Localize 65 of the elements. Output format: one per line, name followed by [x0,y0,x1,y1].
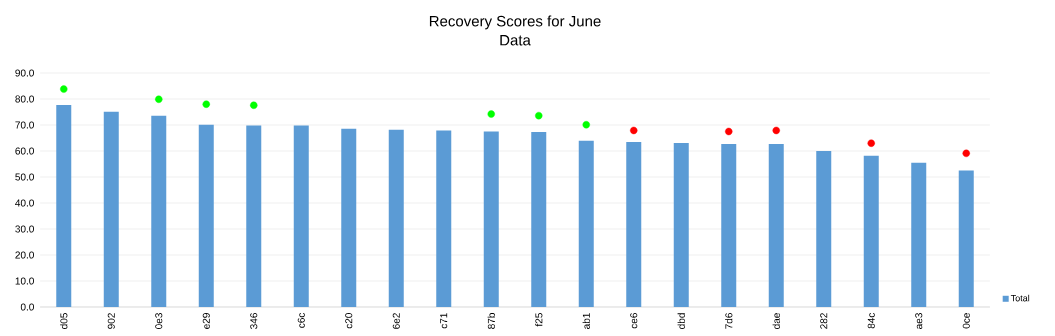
x-tick-label: e29 [202,313,210,329]
point [582,121,590,129]
point [155,95,163,103]
y-tick-label: 20.0 [15,251,34,259]
point [630,126,638,135]
bar [721,143,737,307]
x-tick-label: ce6 [630,313,638,329]
legend-label: Total [1010,294,1030,302]
y-tick-label: 10.0 [15,277,34,285]
bar [198,124,214,307]
bar [436,130,452,307]
bar [246,125,262,307]
x-tick-label: c71 [440,313,448,329]
y-tick-label: 70.0 [15,121,34,129]
x-tick-label: ae3 [915,313,923,329]
x-tick-label: 7d6 [725,313,733,329]
bar [56,104,72,307]
y-tick-label: 80.0 [15,95,34,103]
x-tick-label: 87b [487,313,495,329]
bar [341,128,357,307]
bar [958,170,974,307]
point [250,101,258,109]
bar [388,129,404,307]
bar [911,162,927,307]
point [60,85,68,93]
x-tick-label: dbd [677,313,685,329]
y-tick-label: 30.0 [15,225,34,233]
point [772,126,780,135]
x-tick-label: 6e2 [392,313,400,329]
point [202,100,210,108]
bar [673,142,689,307]
bar [483,131,499,307]
bar [816,150,832,307]
x-tick-label: c20 [345,313,353,329]
y-tick-label: 90.0 [15,69,34,77]
point [867,139,875,147]
bar [578,140,594,307]
x-tick-label: f25 [535,313,543,327]
bar [863,155,879,307]
bar [626,141,642,307]
x-tick-label: 0ce [962,313,970,329]
x-tick-label: ab1 [582,313,590,329]
bar [103,111,119,307]
x-tick-label: 0e3 [155,313,163,329]
bar [151,115,167,307]
point [487,110,495,118]
x-tick-label: 902 [107,313,115,329]
x-tick-label: d05 [60,313,68,329]
y-tick-label: 50.0 [15,173,34,181]
y-tick-label: 60.0 [15,147,34,155]
bar [768,143,784,307]
chart-subtitle: Data [500,35,531,46]
bar [293,125,309,307]
x-tick-label: c6c [297,312,305,328]
point [725,127,733,136]
point [962,149,970,158]
x-tick-label: 346 [250,313,258,329]
x-tick-label: dae [772,313,780,329]
x-tick-label: 84c [867,312,875,329]
x-tick-label: 282 [820,313,828,329]
chart-title: Recovery Scores for June [429,15,601,30]
y-tick-label: 40.0 [15,199,34,207]
point [535,111,543,120]
y-tick-label: 0.0 [20,303,34,311]
bar [531,132,547,307]
